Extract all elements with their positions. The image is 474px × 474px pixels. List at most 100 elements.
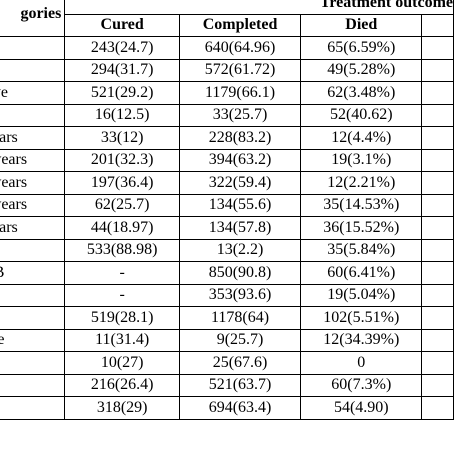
table-row: ve16(12.5)33(25.7)52(40.62) [0,103,454,127]
header-row-columns: Cured Completed Died [0,13,454,37]
cell-died: 12(4.4%) [300,126,423,150]
row-label: years [0,216,66,240]
cell-completed: 694(63.4) [178,396,302,420]
cell-cured: 216(26.4) [64,373,180,397]
cell-cut-off [421,171,454,195]
row-label: TB [0,261,66,285]
cell-died: 52(40.62) [300,103,423,127]
table-row: - years197(36.4)322(59.4)12(2.21%) [0,171,454,195]
cell-completed: 353(93.6) [178,283,302,307]
cell-completed: 25(67.6) [178,351,302,375]
cell-completed: 521(63.7) [178,373,302,397]
cell-cured: 533(88.98) [64,238,180,262]
categories-header: gories [0,0,66,37]
cell-completed: 394(63.2) [178,148,302,172]
cell-cut-off [421,193,454,217]
cell-cured: 62(25.7) [64,193,180,217]
row-label [0,373,66,397]
cell-cured: 201(32.3) [64,148,180,172]
cell-died: 65(6.59%) [300,36,423,60]
row-label [0,351,66,375]
table-row: years44(18.97)134(57.8)36(15.52%) [0,216,454,240]
table-row: TB-850(90.8)60(6.41%) [0,261,454,285]
cell-cut-off [421,36,454,60]
cell-completed: 134(55.6) [178,193,302,217]
row-label: - years [0,148,66,172]
cell-completed: 640(64.96) [178,36,302,60]
cell-died: 54(4.90) [300,396,423,420]
table-row: 10(27) 25(67.6) 0 [0,351,454,375]
cell-died: 36(15.52%) [300,216,423,240]
cell-died: 35(14.53%) [300,193,423,217]
table-body: 243(24.7)640(64.96)65(6.59%)le294(31.7)5… [0,36,454,420]
table-row: 243(24.7) 640(64.96) 65(6.59%) [0,36,454,60]
cell-cut-off [421,216,454,240]
row-label: B [0,238,66,262]
header-row-group: gories Treatment outcome [0,0,454,37]
table-row: - years201(32.3)394(63.2)19(3.1%) [0,148,454,172]
row-label: years [0,126,66,150]
cell-died: 19(3.1%) [300,148,423,172]
cell-cured: 44(18.97) [64,216,180,240]
cell-completed: 850(90.8) [178,261,302,285]
row-label [0,306,66,330]
row-label: 3 [0,283,66,307]
table-row: - years62(25.7)134(55.6)35(14.53%) [0,193,454,217]
row-label: le [0,58,66,82]
cell-cut-off [421,396,454,420]
cell-cut-off [421,351,454,375]
cell-cured: - [64,261,180,285]
cell-cured: - [64,283,180,307]
table-row: n318(29)694(63.4)54(4.90) [0,396,454,420]
table-row: years33(12)228(83.2)12(4.4%) [0,126,454,150]
cell-cured: 243(24.7) [64,36,180,60]
cell-cured: 33(12) [64,126,180,150]
table-row: 519(28.1) 1178(64) 102(5.51%) [0,306,454,330]
cell-cured: 11(31.4) [64,328,180,352]
table-row: le294(31.7)572(61.72)49(5.28%) [0,58,454,82]
cell-cut-off [421,283,454,307]
cell-completed: 33(25.7) [178,103,302,127]
cell-completed: 228(83.2) [178,126,302,150]
row-label: n [0,396,66,420]
table-row: tive521(29.2)1179(66.1)62(3.48%) [0,81,454,105]
cell-cured: 10(27) [64,351,180,375]
cell-died: 12(2.21%) [300,171,423,195]
cell-cut-off [421,103,454,127]
cell-died: 12(34.39%) [300,328,423,352]
cell-died: 60(6.41%) [300,261,423,285]
cell-completed: 1178(64) [178,306,302,330]
column-header-cut-off [421,13,454,37]
cell-cured: 294(31.7) [64,58,180,82]
treatment-outcome-table: gories Treatment outcome Cured Completed… [0,0,454,420]
table-row: ase11(31.4)9(25.7)12(34.39%) [0,328,454,352]
cell-completed: 322(59.4) [178,171,302,195]
cell-cut-off [421,261,454,285]
cell-cut-off [421,306,454,330]
cell-cut-off [421,328,454,352]
row-label [0,36,66,60]
column-header-died: Died [300,13,423,37]
row-label: - years [0,171,66,195]
cell-cut-off [421,373,454,397]
cell-cured: 521(29.2) [64,81,180,105]
cell-cut-off [421,148,454,172]
cell-cured: 197(36.4) [64,171,180,195]
treatment-outcome-header: Treatment outcome [64,0,454,15]
table-row: 3-353(93.6)19(5.04%) [0,283,454,307]
cell-died: 0 [300,351,423,375]
cell-completed: 572(61.72) [178,58,302,82]
cell-cut-off [421,238,454,262]
table-row: B533(88.98)13(2.2)35(5.84%) [0,238,454,262]
cell-died: 62(3.48%) [300,81,423,105]
cell-cut-off [421,81,454,105]
row-label: - years [0,193,66,217]
cell-completed: 13(2.2) [178,238,302,262]
cell-cured: 519(28.1) [64,306,180,330]
column-header-cured: Cured [64,13,180,37]
row-label: tive [0,81,66,105]
cell-died: 60(7.3%) [300,373,423,397]
cell-cured: 16(12.5) [64,103,180,127]
cell-cut-off [421,58,454,82]
